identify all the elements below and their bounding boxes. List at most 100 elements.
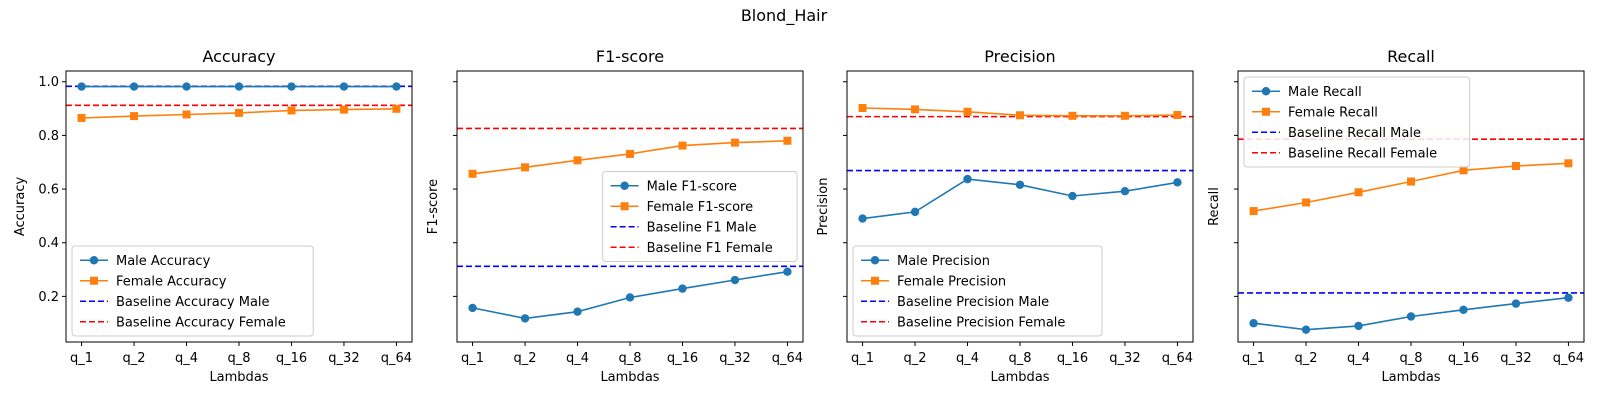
x-tick-label: q_64 — [381, 351, 412, 366]
data-point — [520, 314, 530, 323]
data-point — [1406, 312, 1416, 321]
x-tick-label: q_4 — [1347, 351, 1370, 366]
legend-marker — [870, 256, 880, 265]
x-tick-label: q_32 — [1500, 351, 1531, 366]
legend-box — [71, 245, 314, 337]
data-point — [1354, 321, 1363, 331]
data-point — [392, 82, 401, 91]
y-axis-label: Recall — [1207, 187, 1222, 226]
data-point — [1120, 187, 1130, 196]
data-point — [1173, 178, 1182, 187]
data-point — [339, 82, 349, 91]
legend-label: Baseline Precision Male — [897, 295, 1049, 310]
data-point — [783, 136, 792, 145]
x-tick-label: q_8 — [1008, 351, 1031, 366]
legend: Male Recall Female Recall Baseline Recall … — [1243, 76, 1471, 168]
x-tick-label: q_32 — [1109, 351, 1140, 366]
data-point — [730, 138, 739, 147]
legend-label: Male Precision — [897, 254, 990, 269]
data-point — [625, 293, 635, 302]
data-point — [1068, 191, 1077, 201]
subplot-accuracy: Accuracy 0.2 0.4 0.6 0.8 1.0 q_1 q_2 q_4 q_8 q_16 q… — [13, 47, 413, 385]
data-point — [678, 141, 687, 150]
legend-label: Male Recall — [1288, 85, 1362, 100]
legend-label: Female Accuracy — [116, 274, 227, 289]
legend-marker — [871, 276, 879, 285]
data-point — [911, 105, 920, 114]
legend: Male F1-score Female F1-score Baseline F1 … — [602, 171, 798, 262]
x-axis-label: Lambdas — [600, 370, 659, 385]
data-point — [392, 104, 401, 113]
data-point — [573, 156, 582, 165]
legend-label: Baseline Recall Female — [1288, 146, 1437, 161]
figure-title: Blond_Hair — [741, 6, 828, 26]
x-tick-label: q_16 — [1448, 351, 1479, 366]
data-point — [678, 284, 687, 293]
data-point — [1249, 319, 1258, 328]
data-point — [1173, 111, 1182, 120]
x-tick-label: q_64 — [1162, 351, 1193, 366]
x-tick-label: q_1 — [461, 351, 484, 366]
y-tick-label: 0.2 — [38, 290, 59, 305]
legend-marker — [1261, 87, 1271, 96]
axes-frame — [846, 70, 1194, 343]
data-point — [1564, 293, 1573, 302]
legend-box — [852, 245, 1103, 337]
x-tick-label: q_8 — [1399, 351, 1422, 366]
data-point — [182, 110, 191, 119]
data-point — [1459, 305, 1468, 315]
data-point — [77, 113, 86, 122]
y-tick-label: 0.8 — [38, 129, 59, 144]
legend-label: Baseline Accuracy Female — [116, 315, 286, 330]
data-point — [234, 82, 244, 91]
data-point — [910, 207, 920, 217]
legend-label: Baseline Accuracy Male — [116, 295, 270, 310]
y-tick-label: 1.0 — [38, 75, 59, 90]
data-point — [1564, 159, 1573, 168]
data-point — [1407, 177, 1415, 186]
data-point — [730, 275, 740, 285]
legend-label: Female F1-score — [647, 200, 754, 215]
legend-label: Male Accuracy — [116, 254, 211, 269]
data-point — [573, 307, 582, 316]
legend-marker — [90, 276, 98, 285]
x-tick-label: q_16 — [667, 351, 698, 366]
data-point — [287, 82, 296, 91]
x-tick-label: q_8 — [227, 351, 250, 366]
data-point — [339, 105, 348, 114]
x-axis-label: Lambdas — [209, 370, 268, 385]
data-point — [858, 214, 867, 223]
legend-box — [602, 171, 798, 262]
data-point — [1016, 111, 1024, 120]
data-point — [130, 112, 139, 121]
subplot-precision: Precision q_1 q_2 q_4 q_8 q_16 q_32 q_64 Lambdas… — [816, 47, 1194, 385]
legend: Male Accuracy Female Accuracy Baseline Acc… — [71, 245, 314, 337]
x-tick-label: q_1 — [1242, 351, 1265, 366]
legend-label: Baseline Recall Male — [1288, 126, 1421, 141]
x-tick-label: q_1 — [851, 351, 874, 366]
x-tick-label: q_32 — [328, 351, 359, 366]
data-point — [182, 82, 191, 91]
data-point — [468, 169, 477, 178]
data-point — [77, 82, 86, 91]
data-point — [858, 104, 867, 113]
x-tick-label: q_64 — [1553, 351, 1584, 366]
subplot-title: Accuracy — [202, 47, 275, 66]
data-point — [521, 163, 530, 172]
y-axis-label: F1-score — [426, 179, 441, 234]
legend-label: Baseline Precision Female — [897, 315, 1065, 330]
axes-frame — [456, 70, 804, 343]
data-point — [963, 174, 972, 184]
axes-frame — [1237, 70, 1585, 343]
x-tick-label: q_2 — [123, 351, 146, 366]
subplot-recall: Recall q_1 q_2 q_4 q_8 q_16 q_32 q_64 Lambdas Rec… — [1207, 47, 1585, 385]
subplot-title: F1-score — [596, 47, 664, 66]
x-axis-label: Lambdas — [990, 370, 1049, 385]
x-tick-label: q_1 — [70, 351, 93, 366]
data-point — [1511, 299, 1521, 308]
x-tick-label: q_4 — [175, 351, 198, 366]
x-tick-label: q_2 — [904, 351, 927, 366]
data-point — [963, 107, 972, 116]
x-tick-label: q_4 — [566, 351, 589, 366]
